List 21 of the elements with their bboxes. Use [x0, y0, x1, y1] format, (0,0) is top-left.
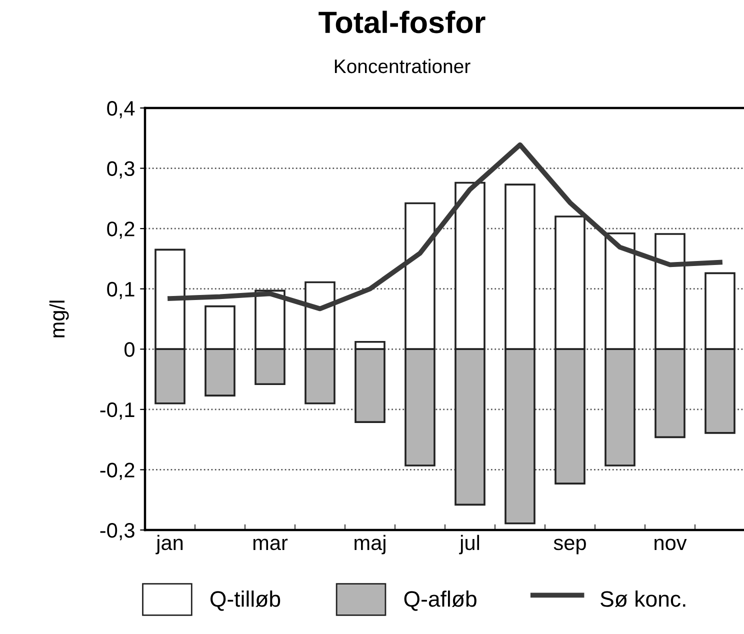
legend-label: Q-tilløb [210, 590, 280, 611]
y-tick-label: 0,1 [107, 282, 134, 300]
x-tick-label: sep [554, 538, 586, 554]
y-tick-label: 0,2 [107, 222, 134, 239]
legend-label: Q-afløb [404, 590, 476, 611]
x-tick-label: maj [354, 534, 386, 554]
legend-label: Sø konc. [600, 590, 686, 608]
y-tick-label: 0,3 [107, 161, 134, 178]
x-tick-label: jul [459, 534, 480, 554]
x-tick-label: jan [156, 534, 183, 554]
y-tick-label: -0,1 [100, 402, 134, 420]
y-tick-label: 0,4 [107, 101, 135, 118]
y-tick-label: 0 [124, 342, 134, 357]
x-tick-label: mar [253, 538, 288, 550]
y-axis-title: mg/l [49, 300, 69, 338]
x-tick-label: nov [654, 538, 687, 550]
y-tick-label: -0,3 [100, 523, 134, 540]
chart-subtitle: Koncentrationer [334, 58, 470, 74]
y-tick-label: -0,2 [100, 462, 134, 480]
chart-title: Total-fosfor [318, 10, 486, 34]
line-series [168, 142, 722, 312]
